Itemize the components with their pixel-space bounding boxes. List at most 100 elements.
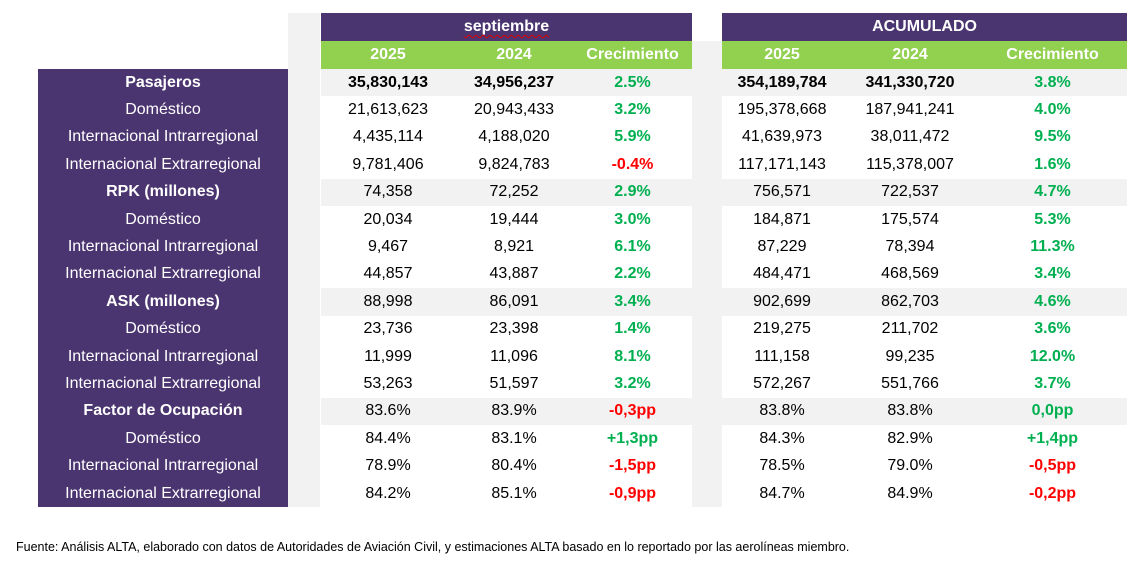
cell-2024: 80.4%	[491, 457, 537, 475]
table-row: 902,699 862,703 4.6%	[722, 288, 1127, 316]
row-label: Internacional Extrarregional	[65, 155, 261, 173]
cell-2024: 85.1%	[491, 484, 537, 502]
gap-band	[692, 41, 722, 507]
cell-2024: 83.8%	[887, 402, 933, 420]
table-row: 484,471 468,569 3.4%	[722, 261, 1127, 288]
table-row: 84.4% 83.1% +1,3pp	[321, 425, 692, 452]
row-label: Internacional Intrarregional	[67, 347, 259, 365]
period-header-label: septiembre	[463, 18, 550, 35]
table-row: 9,781,406 9,824,783 -0.4%	[321, 151, 692, 178]
cell-growth: 12.0%	[1029, 347, 1076, 365]
cell-growth: +1,3pp	[606, 429, 659, 447]
cumulative-header-label: ACUMULADO	[872, 18, 977, 35]
cell-2025: 78.5%	[759, 457, 805, 475]
cell-2025: 11,999	[364, 347, 412, 365]
cell-2025: 21,613,623	[347, 101, 429, 119]
cell-growth: 5.9%	[614, 128, 651, 146]
period-table: 35,830,143 34,956,237 2.5% 21,613,623 20,943…	[321, 69, 692, 507]
table-row: 354,189,784 341,330,720 3.8%	[722, 69, 1127, 97]
cell-growth: 3.7%	[1034, 374, 1071, 392]
cell-growth: -1,5pp	[608, 457, 657, 475]
cell-2025: 53,263	[363, 374, 413, 392]
cumulative-col-2025: 2025	[764, 46, 800, 63]
table-row: 572,267 551,766 3.7%	[722, 370, 1127, 397]
cell-2025: 35,830,143	[347, 73, 429, 91]
cell-2025: 184,871	[753, 210, 811, 228]
cell-2025: 9,467	[367, 238, 409, 256]
cell-2024: 79.0%	[887, 457, 933, 475]
table-row: 195,378,668 187,941,241 4.0%	[722, 96, 1127, 123]
table-row: 11,999 11,096 8.1%	[321, 343, 692, 370]
row-label: Internacional Intrarregional	[67, 457, 259, 475]
cell-2025: 87,229	[757, 238, 807, 256]
table-row: 23,736 23,398 1.4%	[321, 316, 692, 343]
cell-2025: 902,699	[753, 292, 811, 310]
table-row: 78.5% 79.0% -0,5pp	[722, 452, 1127, 479]
cell-2024: 722,537	[881, 183, 939, 201]
cell-2024: 82.9%	[887, 429, 933, 447]
period-col-growth: Crecimiento	[586, 46, 679, 63]
cell-2024: 862,703	[881, 292, 939, 310]
cell-2025: 20,034	[363, 210, 413, 228]
cell-growth: 3.0%	[614, 210, 651, 228]
cell-2024: 211,702	[881, 320, 939, 338]
row-label: Pasajeros	[125, 73, 201, 91]
cell-2024: 468,569	[881, 265, 939, 283]
cell-growth: -0,9pp	[608, 484, 657, 502]
cell-2025: 9,781,406	[352, 155, 424, 173]
cell-2025: 117,171,143	[738, 155, 826, 173]
gutter-band	[288, 13, 320, 507]
cell-2024: 23,398	[489, 320, 539, 338]
cell-growth: 3.4%	[614, 292, 651, 310]
cell-2024: 115,378,007	[866, 155, 954, 173]
table-row: 78.9% 80.4% -1,5pp	[321, 452, 692, 479]
cell-2025: 195,378,668	[737, 101, 827, 119]
period-header: septiembre	[321, 13, 692, 41]
cell-growth: -0,5pp	[1028, 457, 1077, 475]
period-col-2025: 2025	[370, 46, 406, 63]
cell-2024: 83.1%	[491, 429, 537, 447]
cumulative-col-2024: 2024	[892, 46, 928, 63]
table-row: 9,467 8,921 6.1%	[321, 233, 692, 260]
cell-growth: 1.6%	[1034, 155, 1071, 173]
table-row: 88,998 86,091 3.4%	[321, 288, 692, 316]
row-label: Internacional Intrarregional	[67, 238, 259, 256]
cumulative-column-headers: 2025 2024 Crecimiento	[722, 41, 1127, 69]
cell-growth: +1,4pp	[1026, 429, 1079, 447]
table-row: 41,639,973 38,011,472 9.5%	[722, 124, 1127, 151]
cell-2025: 84.2%	[365, 484, 411, 502]
table-row: 184,871 175,574 5.3%	[722, 206, 1127, 233]
table-row: 83.8% 83.8% 0,0pp	[722, 397, 1127, 426]
cell-2024: 83.9%	[491, 402, 537, 420]
table-row: 35,830,143 34,956,237 2.5%	[321, 69, 692, 97]
cell-2025: 84.4%	[365, 429, 411, 447]
cell-2024: 175,574	[881, 210, 939, 228]
cell-growth: 6.1%	[614, 238, 651, 256]
cell-growth: -0.4%	[611, 155, 654, 173]
cell-2024: 78,394	[885, 238, 935, 256]
cell-2025: 4,435,114	[353, 128, 423, 146]
cell-2025: 219,275	[753, 320, 811, 338]
table-row: 4,435,114 4,188,020 5.9%	[321, 124, 692, 151]
table-row: 74,358 72,252 2.9%	[321, 178, 692, 206]
table-row: 111,158 99,235 12.0%	[722, 343, 1127, 370]
row-label: Internacional Intrarregional	[67, 128, 259, 146]
cell-growth: 4.7%	[1034, 183, 1071, 201]
cell-growth: 1.4%	[614, 320, 651, 338]
cell-2025: 111,158	[754, 347, 810, 365]
cell-growth: 3.8%	[1034, 73, 1071, 91]
table-row: 20,034 19,444 3.0%	[321, 206, 692, 233]
cell-2024: 38,011,472	[870, 128, 950, 146]
cell-2025: 74,358	[363, 183, 413, 201]
cell-growth: 2.9%	[614, 183, 651, 201]
cell-2025: 484,471	[753, 265, 811, 283]
row-label: Factor de Ocupación	[83, 402, 243, 420]
cumulative-header: ACUMULADO	[722, 13, 1127, 41]
cell-growth: 2.2%	[614, 265, 651, 283]
cell-2024: 20,943,433	[473, 101, 555, 119]
table-row: 21,613,623 20,943,433 3.2%	[321, 96, 692, 123]
cell-growth: 5.3%	[1034, 210, 1071, 228]
cell-2024: 86,091	[489, 292, 539, 310]
cell-2024: 4,188,020	[478, 128, 550, 146]
cell-2025: 83.6%	[365, 402, 411, 420]
